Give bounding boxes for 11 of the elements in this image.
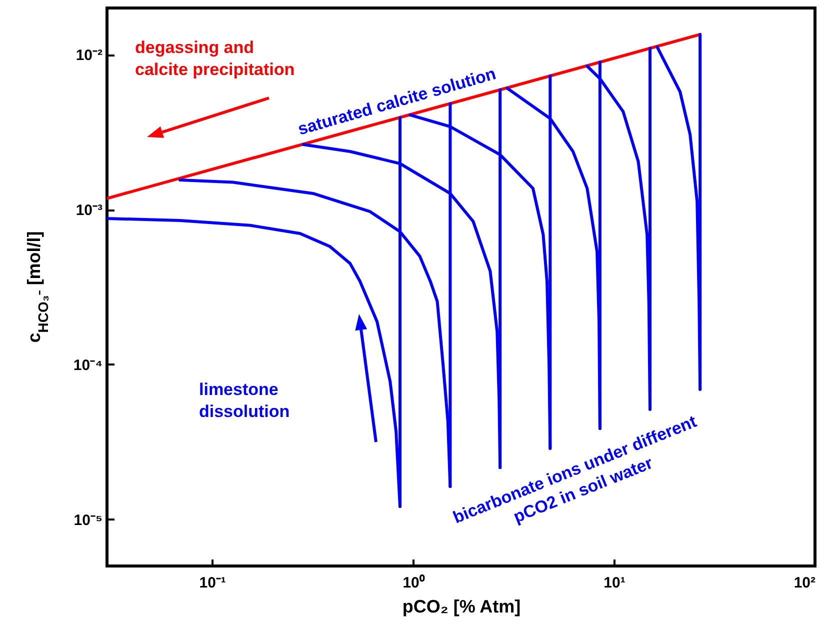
x-tick-label: 10¹ [604, 574, 626, 592]
x-axis-title: pCO₂ [% Atm] [402, 596, 521, 616]
y-tick-label: 10⁻² [76, 47, 102, 64]
y-tick-label: 10⁻⁴ [73, 356, 102, 374]
x-tick-label: 10⁰ [402, 574, 426, 592]
annotation: degassing and calcite precipitation [135, 38, 295, 79]
annotation: limestone dissolution [199, 380, 290, 421]
y-tick-label: 10⁻³ [76, 202, 102, 220]
x-tick-label: 10⁻¹ [199, 574, 226, 592]
x-tick-label: 10² [794, 574, 816, 592]
y-tick-label: 10⁻⁵ [74, 512, 102, 529]
